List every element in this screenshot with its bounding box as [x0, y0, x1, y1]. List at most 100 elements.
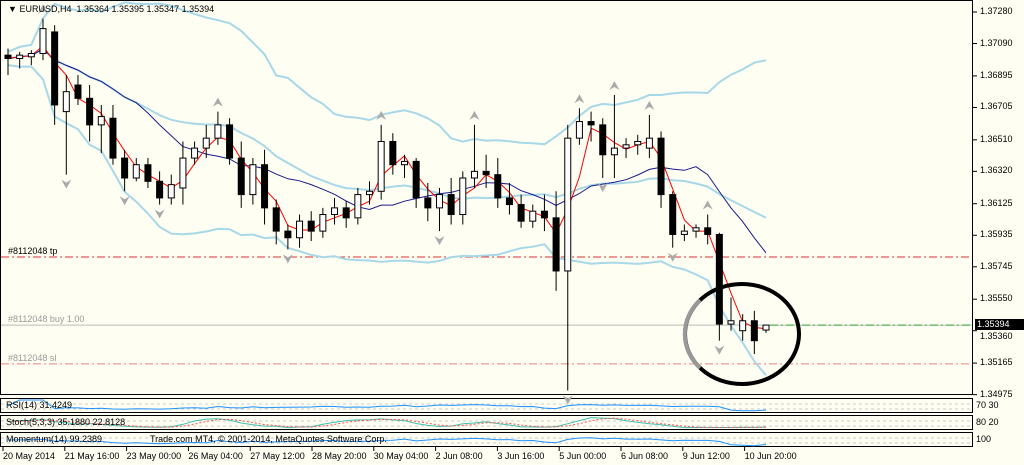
candle	[319, 207, 327, 238]
candle	[447, 178, 455, 225]
candle-body	[202, 137, 210, 149]
candle	[342, 201, 350, 228]
candle	[669, 191, 677, 248]
ohlc-readout: 1.35364 1.35395 1.35347 1.35394	[76, 4, 215, 14]
bollinger-middle	[7, 47, 767, 219]
candle	[331, 197, 339, 225]
fractal-down-icon	[282, 254, 293, 264]
candle-body	[564, 137, 572, 272]
symbol-timeframe: EURUSD,H4	[19, 4, 72, 14]
order-levels	[1, 256, 972, 365]
candle	[4, 48, 12, 76]
candle-body	[237, 157, 245, 196]
candle-body	[750, 320, 758, 342]
candle-body	[354, 194, 362, 219]
fractal-up-icon	[644, 100, 655, 110]
candle	[704, 214, 712, 245]
candle	[494, 158, 502, 208]
price-tick-label: 1.35165	[980, 357, 1013, 368]
candle	[540, 194, 548, 232]
candle	[470, 124, 478, 188]
candle	[86, 85, 94, 142]
candle	[202, 124, 210, 159]
candle-body	[62, 91, 70, 113]
price-tick-label: 1.35935	[980, 229, 1013, 240]
candle-body	[622, 144, 630, 149]
candle-body	[762, 324, 770, 331]
candle-body	[575, 121, 583, 139]
indicator-lines	[1, 399, 972, 447]
time-tick-label: 3 Jun 16:00	[497, 451, 545, 461]
candle	[284, 224, 292, 250]
time-tick-label: 23 May 00:00	[126, 451, 182, 461]
candle-body	[39, 28, 47, 54]
candle-body	[191, 147, 199, 159]
fractal-down-icon	[119, 196, 130, 206]
candle	[144, 158, 152, 188]
price-tick-label: 1.37090	[980, 37, 1013, 48]
candle-body	[226, 124, 234, 159]
candle-body	[470, 170, 478, 179]
momentum-line	[7, 437, 767, 447]
time-tick-label: 10 Jun 20:00	[744, 451, 797, 461]
candle-body	[704, 227, 712, 235]
time-tick-label: 6 Jun 08:00	[621, 451, 669, 461]
candle	[692, 224, 700, 238]
axis-ticks	[2, 11, 977, 451]
candle	[237, 141, 245, 208]
candle	[16, 51, 24, 69]
candle-body	[552, 217, 560, 272]
bollinger-bands	[7, 1, 767, 376]
candle	[39, 18, 47, 61]
candle	[191, 141, 199, 165]
fractal-up-icon	[609, 81, 620, 90]
fractal-up-icon	[574, 94, 585, 104]
price-tick-label: 1.37280	[980, 6, 1013, 16]
candle	[459, 171, 467, 225]
stoch-axis: 80 20	[976, 417, 999, 428]
candle-body	[389, 140, 397, 166]
candle	[400, 154, 408, 178]
stoch-signal-line	[7, 417, 767, 428]
fractal-down-icon	[714, 345, 725, 355]
candle-body	[51, 31, 59, 106]
candle	[27, 50, 35, 66]
stoch-axis-tick: 80	[976, 417, 987, 427]
candle-body	[482, 170, 490, 176]
candle	[167, 174, 175, 205]
candle	[366, 181, 374, 205]
candle	[226, 118, 234, 165]
candle	[354, 187, 362, 225]
candle	[762, 324, 770, 333]
candle-body	[727, 320, 735, 325]
candle	[564, 124, 572, 391]
candle-body	[400, 160, 408, 166]
stoch-label: Stoch(5,3,3) 35.1880 22.8128	[6, 417, 126, 427]
time-tick-label: 27 May 12:00	[250, 451, 305, 461]
candle	[505, 182, 513, 215]
candle-body	[249, 164, 257, 196]
candle-body	[16, 54, 24, 59]
price-tick-label: 1.36895	[980, 69, 1013, 80]
candle-body	[435, 194, 443, 209]
candle	[587, 111, 595, 142]
candles	[4, 18, 770, 391]
candle	[261, 149, 269, 225]
bollinger-lower	[7, 64, 767, 376]
rsi-axis-tick: 70	[976, 400, 987, 410]
tp-order-label: #8112048 tp	[8, 246, 58, 256]
momentum-axis-tick: 100	[976, 434, 992, 444]
candle	[97, 104, 105, 154]
price-tick-label: 1.36125	[980, 197, 1013, 208]
candle-body	[296, 220, 304, 239]
candle-body	[261, 164, 269, 209]
candle	[62, 75, 70, 175]
dropdown-triangle-icon[interactable]: ▼	[8, 4, 17, 14]
candle	[412, 158, 420, 208]
candle-body	[121, 157, 129, 179]
candle	[377, 124, 385, 200]
time-tick-label: 30 May 04:00	[373, 451, 429, 461]
candle-body	[715, 233, 723, 325]
candle-body	[692, 227, 700, 232]
